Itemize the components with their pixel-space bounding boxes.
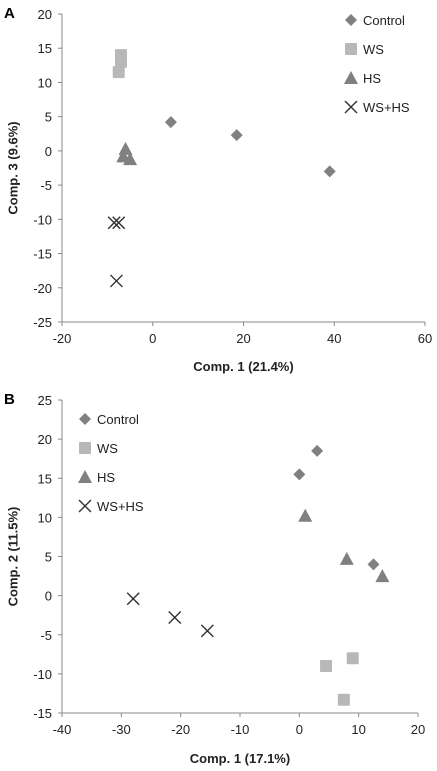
y-axis-title: Comp. 3 (9.6%) bbox=[5, 121, 20, 214]
legend-marker-square bbox=[345, 43, 357, 55]
data-point-square bbox=[114, 55, 127, 68]
legend-label: WS+HS bbox=[363, 100, 410, 115]
x-tick-label: 20 bbox=[411, 722, 425, 737]
y-tick-label: 5 bbox=[45, 110, 52, 125]
y-tick-label: -10 bbox=[33, 212, 52, 227]
legend-label: Control bbox=[97, 412, 139, 427]
legend-marker-cross bbox=[78, 499, 92, 513]
data-point-triangle bbox=[375, 569, 390, 583]
y-tick-label: -25 bbox=[33, 315, 52, 330]
legend: Control WS HS WS+HS bbox=[344, 13, 410, 115]
y-tick-label: -15 bbox=[33, 706, 52, 721]
y-tick-label: 10 bbox=[38, 510, 52, 525]
y-tick-label: -15 bbox=[33, 247, 52, 262]
x-tick-label: 60 bbox=[418, 331, 432, 346]
legend-label: WS bbox=[363, 42, 384, 57]
x-axis-title: Comp. 1 (21.4%) bbox=[193, 359, 293, 374]
series-control bbox=[164, 116, 336, 178]
x-tick-label: -20 bbox=[171, 722, 190, 737]
y-tick-label: -5 bbox=[40, 178, 52, 193]
panel-b: B -15 -10 -5 0 5 10 15 20 25 -40 -30 -20 -10 0 10 20 Comp… bbox=[4, 391, 425, 766]
data-point-cross bbox=[112, 216, 126, 230]
data-point-diamond bbox=[311, 444, 324, 457]
data-point-triangle bbox=[123, 152, 138, 166]
y-tick-label: 0 bbox=[45, 144, 52, 159]
x-tick-label: -30 bbox=[112, 722, 131, 737]
y-tick-label: 15 bbox=[38, 471, 52, 486]
series-ws bbox=[320, 652, 359, 706]
legend-label: WS+HS bbox=[97, 499, 144, 514]
legend-label: HS bbox=[363, 71, 381, 86]
series-control bbox=[293, 444, 380, 571]
data-point-cross bbox=[126, 592, 140, 606]
legend-label: Control bbox=[363, 13, 405, 28]
series-hs bbox=[116, 141, 138, 166]
legend: Control WS HS WS+HS bbox=[78, 412, 144, 514]
panel-label: B bbox=[4, 391, 15, 408]
y-tick-label: 20 bbox=[38, 432, 52, 447]
x-tick-label: 20 bbox=[236, 331, 250, 346]
x-tick-label: 10 bbox=[351, 722, 365, 737]
data-point-triangle bbox=[339, 551, 354, 565]
y-tick-label: 0 bbox=[45, 589, 52, 604]
legend-label: HS bbox=[97, 470, 115, 485]
data-point-cross bbox=[107, 216, 121, 230]
series-hs bbox=[298, 508, 390, 583]
data-point-diamond bbox=[230, 129, 243, 142]
y-tick-label: -20 bbox=[33, 281, 52, 296]
data-point-triangle bbox=[118, 141, 133, 155]
y-tick-label: -5 bbox=[40, 628, 52, 643]
legend-marker-square bbox=[79, 442, 91, 454]
legend-marker-cross bbox=[344, 100, 358, 114]
x-tick-label: -40 bbox=[53, 722, 72, 737]
data-point-square bbox=[320, 660, 333, 673]
panel-label: A bbox=[4, 5, 15, 22]
data-point-square bbox=[112, 66, 125, 79]
data-point-cross bbox=[109, 274, 123, 288]
x-tick-label: -10 bbox=[231, 722, 250, 737]
y-tick-label: 20 bbox=[38, 7, 52, 22]
data-point-cross bbox=[168, 611, 182, 625]
legend-marker-triangle bbox=[78, 470, 92, 483]
data-point-cross bbox=[200, 624, 214, 638]
data-point-diamond bbox=[367, 558, 380, 571]
series-ws-hs bbox=[126, 592, 214, 638]
y-tick-label: 5 bbox=[45, 550, 52, 565]
legend-marker-triangle bbox=[344, 71, 358, 84]
data-point-diamond bbox=[293, 468, 306, 481]
series-ws bbox=[112, 49, 127, 79]
data-point-square bbox=[346, 652, 359, 665]
data-point-square bbox=[337, 693, 350, 706]
x-tick-label: 40 bbox=[327, 331, 341, 346]
x-axis-title: Comp. 1 (17.1%) bbox=[190, 751, 290, 766]
series-ws-hs bbox=[107, 216, 126, 288]
legend-marker-diamond bbox=[79, 413, 91, 425]
legend-marker-diamond bbox=[345, 14, 357, 26]
legend-label: WS bbox=[97, 441, 118, 456]
data-point-diamond bbox=[164, 116, 177, 129]
data-point-diamond bbox=[323, 165, 336, 178]
y-tick-label: 25 bbox=[38, 393, 52, 408]
x-tick-label: 0 bbox=[149, 331, 156, 346]
y-tick-label: -10 bbox=[33, 667, 52, 682]
x-tick-label: -20 bbox=[53, 331, 72, 346]
y-axis-title: Comp. 2 (11.5%) bbox=[5, 507, 20, 607]
data-point-triangle bbox=[298, 508, 313, 522]
y-tick-label: 10 bbox=[38, 75, 52, 90]
y-tick-label: 15 bbox=[38, 41, 52, 56]
x-tick-label: 0 bbox=[296, 722, 303, 737]
